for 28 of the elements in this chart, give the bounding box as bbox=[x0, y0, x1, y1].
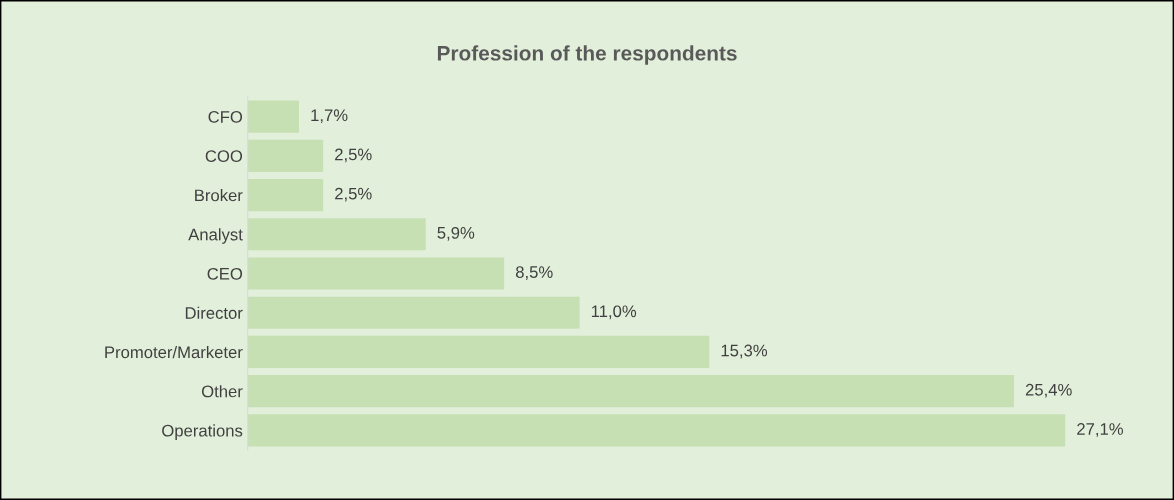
y-tick-label: Operations bbox=[162, 424, 243, 440]
bar bbox=[247, 100, 299, 133]
y-tick-label: Analyst bbox=[188, 228, 243, 244]
bar bbox=[247, 257, 505, 290]
chart-title: Profession of the respondents bbox=[437, 45, 737, 65]
data-label: 27,1% bbox=[1077, 423, 1124, 437]
bar bbox=[247, 414, 1066, 447]
data-label: 25,4% bbox=[1025, 383, 1072, 398]
bar bbox=[247, 178, 324, 212]
y-tick-label: CEO bbox=[207, 267, 243, 280]
data-label: 5,9% bbox=[437, 226, 475, 241]
y-tick-label: Broker bbox=[195, 189, 243, 202]
bar bbox=[247, 218, 426, 251]
y-tick-label: Other bbox=[201, 385, 243, 398]
data-label: 2,5% bbox=[335, 187, 372, 202]
y-tick-label: Director bbox=[185, 306, 243, 319]
y-tick-label: CFO bbox=[208, 111, 243, 123]
bar bbox=[247, 296, 580, 329]
y-tick-label: COO bbox=[205, 150, 243, 163]
data-label: 1,7% bbox=[311, 109, 348, 124]
data-label: 15,3% bbox=[721, 344, 768, 359]
data-label: 8,5% bbox=[515, 266, 553, 280]
bar bbox=[247, 139, 324, 172]
data-label: 11,0% bbox=[591, 305, 637, 320]
bar bbox=[247, 335, 710, 369]
bar bbox=[247, 375, 1014, 408]
data-label: 2,5% bbox=[335, 148, 372, 163]
y-tick-label: Promoter/Marketer bbox=[105, 345, 243, 359]
